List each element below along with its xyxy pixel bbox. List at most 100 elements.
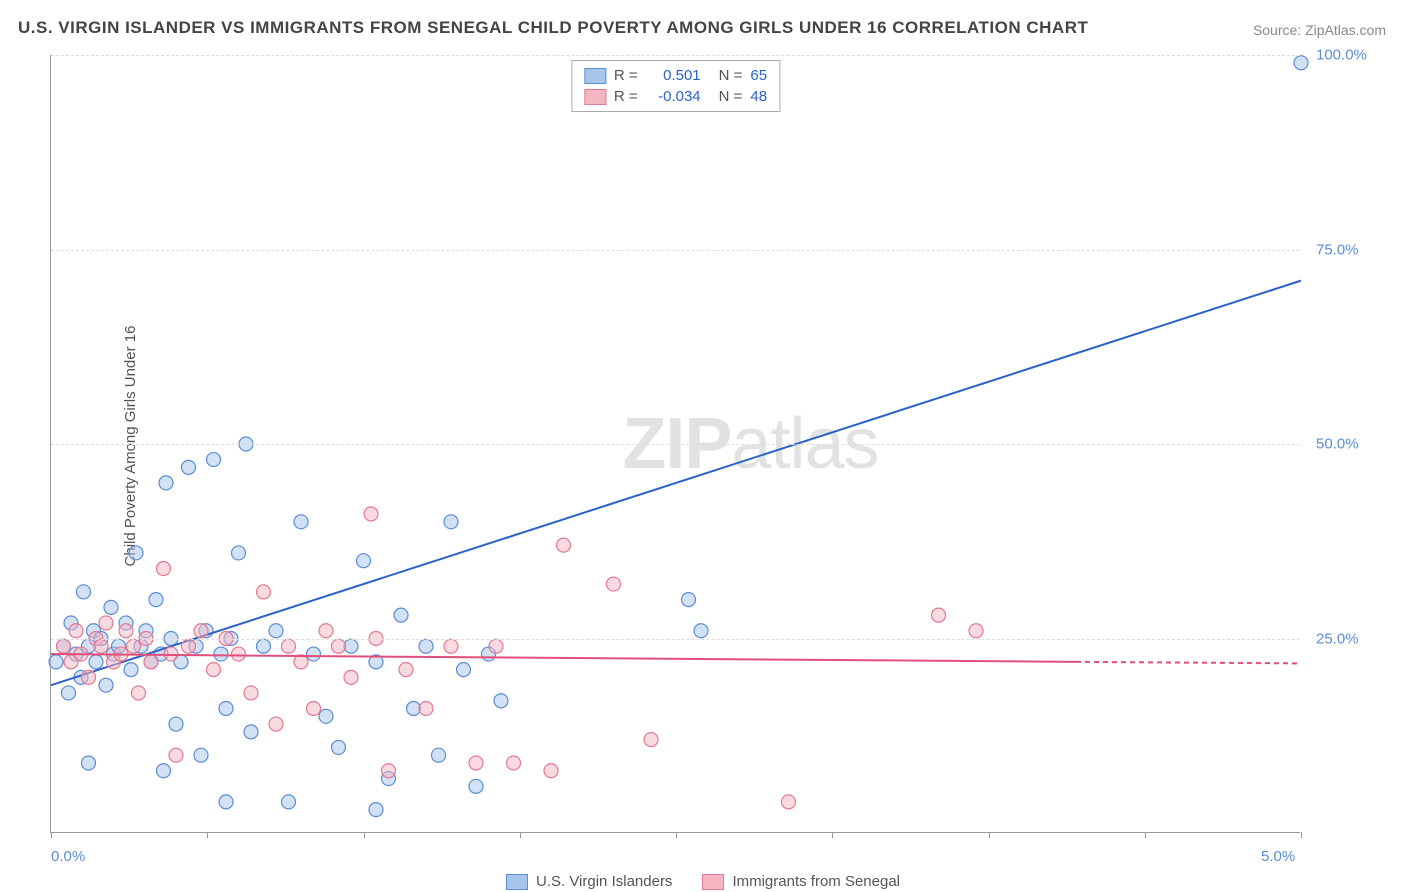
data-point [129, 546, 143, 560]
gridline [51, 639, 1300, 640]
data-point [157, 561, 171, 575]
data-point [169, 748, 183, 762]
data-point [57, 639, 71, 653]
legend-series-item: U.S. Virgin Islanders [506, 873, 672, 890]
x-tick [51, 832, 52, 838]
data-point [269, 624, 283, 638]
x-tick [364, 832, 365, 838]
x-tick [207, 832, 208, 838]
data-point [89, 655, 103, 669]
legend-label: Immigrants from Senegal [732, 873, 900, 890]
data-point [489, 639, 503, 653]
data-point [49, 655, 63, 669]
data-point [394, 608, 408, 622]
data-point [207, 453, 221, 467]
data-point [457, 663, 471, 677]
data-point [607, 577, 621, 591]
data-point [407, 702, 421, 716]
y-tick-label: 25.0% [1316, 630, 1359, 647]
data-point [494, 694, 508, 708]
data-point [214, 647, 228, 661]
data-point [369, 803, 383, 817]
gridline [51, 55, 1300, 56]
data-point [149, 593, 163, 607]
data-point [782, 795, 796, 809]
data-point [82, 756, 96, 770]
x-tick [989, 832, 990, 838]
data-point [469, 779, 483, 793]
data-point [282, 795, 296, 809]
data-point [77, 585, 91, 599]
data-point [159, 476, 173, 490]
data-point [444, 639, 458, 653]
data-point [132, 686, 146, 700]
x-tick [832, 832, 833, 838]
legend-swatch [506, 874, 528, 890]
data-point [104, 600, 118, 614]
legend-swatch [702, 874, 724, 890]
regression-line [51, 654, 1076, 662]
data-point [244, 725, 258, 739]
data-point [182, 460, 196, 474]
data-point [307, 647, 321, 661]
data-point [124, 663, 138, 677]
data-point [319, 624, 333, 638]
data-point [319, 709, 333, 723]
legend-series: U.S. Virgin Islanders Immigrants from Sen… [506, 873, 900, 890]
data-point [232, 546, 246, 560]
data-point [432, 748, 446, 762]
data-point [99, 616, 113, 630]
x-tick-label: 5.0% [1261, 848, 1295, 865]
source-attribution: Source: ZipAtlas.com [1253, 22, 1386, 38]
x-tick [1145, 832, 1146, 838]
x-tick [676, 832, 677, 838]
chart-area: ZIPatlas R =0.501N =65R =-0.034N =48 25.… [50, 55, 1300, 833]
data-point [219, 795, 233, 809]
data-point [382, 764, 396, 778]
data-point [544, 764, 558, 778]
data-point [557, 538, 571, 552]
data-point [269, 717, 283, 731]
y-tick-label: 100.0% [1316, 47, 1367, 64]
data-point [682, 593, 696, 607]
data-point [182, 639, 196, 653]
scatter-plot: ZIPatlas R =0.501N =65R =-0.034N =48 25.… [50, 55, 1300, 833]
data-point [1294, 56, 1308, 70]
data-point [932, 608, 946, 622]
data-point [694, 624, 708, 638]
data-point [294, 515, 308, 529]
data-point [364, 507, 378, 521]
data-point [207, 663, 221, 677]
data-point [157, 764, 171, 778]
data-point [194, 624, 208, 638]
x-tick [1301, 832, 1302, 838]
data-point [419, 639, 433, 653]
regression-line-dashed [1076, 662, 1301, 664]
data-point [62, 686, 76, 700]
legend-label: U.S. Virgin Islanders [536, 873, 672, 890]
data-point [99, 678, 113, 692]
data-point [969, 624, 983, 638]
regression-line [51, 281, 1301, 686]
x-tick [520, 832, 521, 838]
data-point [419, 702, 433, 716]
data-point [232, 647, 246, 661]
data-point [469, 756, 483, 770]
data-point [219, 702, 233, 716]
legend-series-item: Immigrants from Senegal [702, 873, 900, 890]
data-point [244, 686, 258, 700]
data-point [257, 639, 271, 653]
data-point [194, 748, 208, 762]
data-point [507, 756, 521, 770]
data-point [169, 717, 183, 731]
data-point [127, 639, 141, 653]
data-point [307, 702, 321, 716]
data-point [82, 670, 96, 684]
data-point [332, 740, 346, 754]
data-point [332, 639, 346, 653]
data-point [644, 733, 658, 747]
data-point [344, 670, 358, 684]
data-point [357, 554, 371, 568]
data-point [119, 624, 133, 638]
y-tick-label: 75.0% [1316, 241, 1359, 258]
